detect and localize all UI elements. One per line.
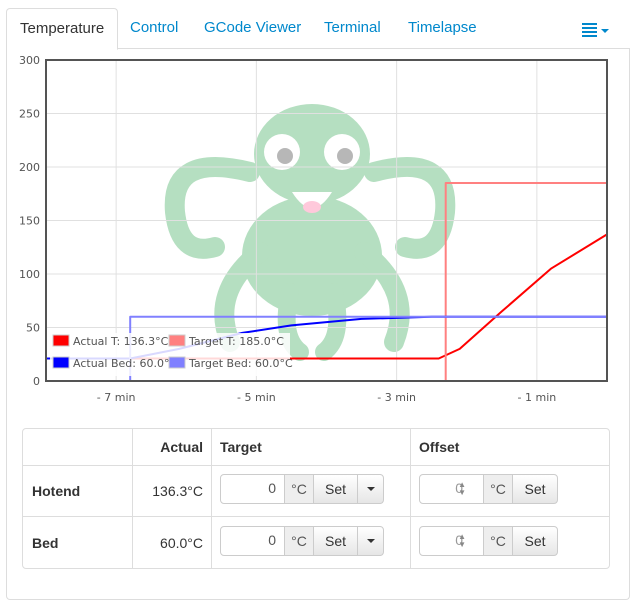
header-target: Target bbox=[220, 439, 262, 455]
x-axis-labels: - 7 min - 5 min - 3 min - 1 min bbox=[97, 391, 556, 404]
hotend-target-set-button[interactable]: Set bbox=[313, 474, 358, 504]
octoprint-logo-watermark bbox=[164, 104, 456, 361]
series-actual-tool-line bbox=[46, 233, 608, 360]
x-tick-label: - 7 min bbox=[97, 391, 136, 404]
row-hotend-name: Hotend bbox=[32, 483, 81, 499]
hotend-offset-set-button[interactable]: Set bbox=[512, 474, 558, 504]
hotend-target-unit: °C bbox=[284, 474, 314, 504]
x-tick-label: - 1 min bbox=[518, 391, 557, 404]
caret-down-icon bbox=[367, 539, 375, 543]
row-bed-name: Bed bbox=[32, 535, 59, 551]
legend-swatch-actual-bed bbox=[52, 356, 70, 369]
tab-control[interactable]: Control bbox=[130, 19, 179, 36]
y-tick-label: 200 bbox=[19, 161, 40, 174]
legend-target-tool: Target T: 185.0°C bbox=[188, 335, 284, 348]
header-offset: Offset bbox=[419, 439, 460, 455]
hotend-actual-value: 136.3°C bbox=[152, 483, 203, 499]
bed-target-set-button[interactable]: Set bbox=[313, 526, 358, 556]
x-tick-label: - 5 min bbox=[237, 391, 276, 404]
tab-temperature[interactable]: Temperature bbox=[6, 8, 119, 50]
tab-timelapse[interactable]: Timelapse bbox=[408, 19, 477, 36]
bed-target-dropdown-button[interactable] bbox=[357, 526, 384, 556]
tab-content-panel bbox=[6, 48, 630, 600]
legend-target-bed: Target Bed: 60.0°C bbox=[188, 357, 293, 370]
temperature-table: Actual Target Offset Hotend 136.3°C 0 °C… bbox=[22, 428, 610, 569]
legend-actual-tool: Actual T: 136.3°C bbox=[73, 335, 169, 348]
tab-bar: Temperature Control GCode Viewer Termina… bbox=[6, 8, 630, 50]
y-tick-label: 250 bbox=[19, 108, 40, 121]
chart-legend: Actual T: 136.3°C Target T: 185.0°C Actu… bbox=[50, 333, 293, 376]
legend-actual-bed: Actual Bed: 60.0°C bbox=[73, 357, 177, 370]
tab-terminal[interactable]: Terminal bbox=[324, 19, 381, 36]
y-tick-label: 0 bbox=[33, 375, 40, 388]
x-tick-label: - 3 min bbox=[377, 391, 416, 404]
spinner-arrows-icon[interactable]: ▲ ▼ bbox=[458, 532, 466, 549]
bed-offset-input[interactable]: 0 ▲ ▼ bbox=[419, 526, 484, 556]
hotend-offset-unit: °C bbox=[483, 474, 513, 504]
y-tick-label: 100 bbox=[19, 268, 40, 281]
y-tick-label: 300 bbox=[19, 54, 40, 67]
header-actual: Actual bbox=[160, 439, 203, 455]
bed-target-input[interactable]: 0 bbox=[220, 526, 285, 556]
y-axis-labels: 0 50 100 150 200 250 300 bbox=[19, 54, 40, 388]
tab-gcode-viewer[interactable]: GCode Viewer bbox=[204, 19, 302, 36]
bed-offset-set-button[interactable]: Set bbox=[512, 526, 558, 556]
spinner-arrows-icon[interactable]: ▲ ▼ bbox=[458, 480, 466, 497]
caret-down-icon bbox=[367, 487, 375, 491]
y-tick-label: 150 bbox=[19, 215, 40, 228]
list-menu-icon[interactable] bbox=[582, 20, 614, 40]
y-tick-label: 50 bbox=[26, 322, 40, 335]
hotend-offset-value: 0 bbox=[455, 480, 463, 496]
legend-swatch-target-bed bbox=[168, 356, 186, 369]
plot-frame bbox=[45, 59, 608, 382]
bed-offset-value: 0 bbox=[455, 532, 463, 548]
hotend-target-dropdown-button[interactable] bbox=[357, 474, 384, 504]
legend-swatch-target-tool bbox=[168, 334, 186, 347]
bed-offset-unit: °C bbox=[483, 526, 513, 556]
temperature-chart: 0 50 100 150 200 250 300 - 7 min - 5 min - 3 min… bbox=[19, 54, 608, 404]
hotend-target-input[interactable]: 0 bbox=[220, 474, 285, 504]
bed-actual-value: 60.0°C bbox=[160, 535, 203, 551]
hotend-offset-input[interactable]: 0 ▲ ▼ bbox=[419, 474, 484, 504]
bed-target-unit: °C bbox=[284, 526, 314, 556]
legend-swatch-actual-tool bbox=[52, 334, 70, 347]
